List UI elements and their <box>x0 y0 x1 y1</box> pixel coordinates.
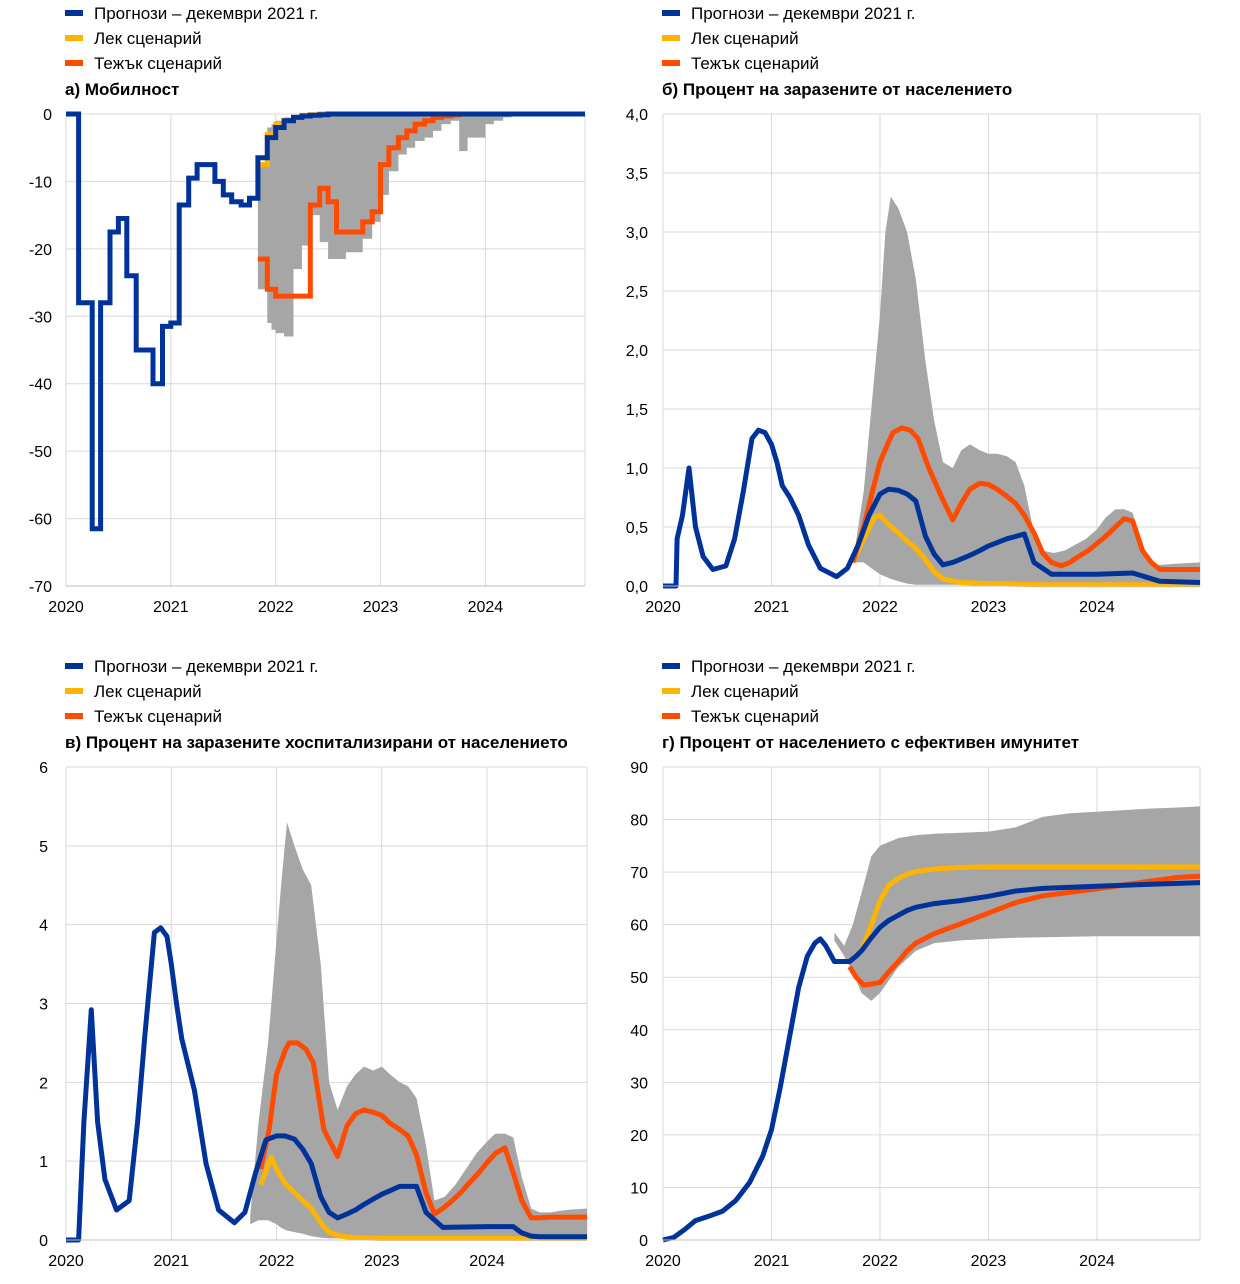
x-tick-label: 2021 <box>754 1253 790 1270</box>
y-tick-label: 3 <box>39 997 48 1014</box>
series-line-2 <box>258 1154 587 1241</box>
y-tick-label: 1 <box>39 1154 48 1171</box>
chart-panel-3: Прогнози – декември 2021 г. Лек сценарий Т… <box>39 657 588 1270</box>
chart-panel-2: Прогнози – декември 2021 г. Лек сценарий Т… <box>626 4 1201 616</box>
series-line-1 <box>662 880 1201 1243</box>
y-tick-label: -10 <box>29 174 52 191</box>
series-line-3 <box>258 1040 587 1221</box>
legend-swatch-3 <box>662 60 680 66</box>
legend-label-1: Прогнози – декември 2021 г. <box>94 4 318 23</box>
x-tick-label: 2024 <box>1079 1253 1115 1270</box>
x-tick-label: 2022 <box>862 599 898 616</box>
y-tick-label: 60 <box>630 918 648 935</box>
y-tick-label: -60 <box>29 512 52 529</box>
y-tick-label: 40 <box>630 1023 648 1040</box>
legend-label-3: Тежък сценарий <box>94 54 222 73</box>
chart-title: а) Мобилност <box>65 80 179 99</box>
series-line-2 <box>850 512 1200 588</box>
series-line-1 <box>66 925 587 1243</box>
legend-swatch-2 <box>65 35 83 41</box>
y-tick-label: 0,5 <box>626 520 648 537</box>
legend-swatch-3 <box>65 60 83 66</box>
legend-label-3: Тежък сценарий <box>691 707 819 726</box>
x-tick-label: 2020 <box>48 1253 84 1270</box>
y-tick-label: 3,5 <box>626 166 648 183</box>
x-tick-label: 2021 <box>754 599 790 616</box>
x-tick-label: 2024 <box>1079 599 1115 616</box>
y-tick-label: 10 <box>630 1180 648 1197</box>
y-tick-label: -20 <box>29 242 52 259</box>
y-tick-label: 5 <box>39 839 48 856</box>
x-tick-label: 2022 <box>862 1253 898 1270</box>
legend-swatch-3 <box>65 713 83 719</box>
x-tick-label: 2022 <box>259 1253 295 1270</box>
y-tick-label: -30 <box>29 309 52 326</box>
series-line-3 <box>257 111 585 299</box>
x-tick-label: 2023 <box>971 1253 1007 1270</box>
x-tick-label: 2023 <box>364 1253 400 1270</box>
uncertainty-band <box>250 822 587 1239</box>
chart-panel-1: Прогнози – декември 2021 г. Лек сценарий Т… <box>29 4 586 616</box>
legend-swatch-1 <box>65 663 83 669</box>
legend-label-3: Тежък сценарий <box>691 54 819 73</box>
y-tick-label: 0 <box>39 1233 48 1250</box>
y-tick-label: 2 <box>39 1075 48 1092</box>
legend-label-2: Лек сценарий <box>691 682 799 701</box>
x-tick-label: 2024 <box>469 1253 505 1270</box>
y-tick-label: 70 <box>630 865 648 882</box>
legend-label-2: Лек сценарий <box>94 682 202 701</box>
y-tick-label: 6 <box>39 760 48 777</box>
x-tick-label: 2023 <box>971 599 1007 616</box>
y-tick-label: 50 <box>630 970 648 987</box>
series-line-3 <box>850 425 1200 572</box>
y-tick-label: -50 <box>29 444 52 461</box>
y-tick-label: 20 <box>630 1128 648 1145</box>
x-tick-label: 2023 <box>363 599 399 616</box>
legend-swatch-1 <box>65 10 83 16</box>
y-tick-label: 90 <box>630 760 648 777</box>
legend-label-1: Прогнози – декември 2021 г. <box>691 4 915 23</box>
legend-swatch-1 <box>662 663 680 669</box>
legend-label-3: Тежък сценарий <box>94 707 222 726</box>
y-tick-label: 1,0 <box>626 461 648 478</box>
chart-title: г) Процент от населението с ефективен им… <box>662 733 1079 752</box>
x-tick-label: 2022 <box>258 599 294 616</box>
y-tick-label: 1,5 <box>626 402 648 419</box>
series-line-2 <box>854 864 1200 958</box>
chart-title: в) Процент на заразените хоспитализирани… <box>65 733 568 752</box>
y-tick-label: -70 <box>29 579 52 596</box>
y-tick-label: 80 <box>630 813 648 830</box>
x-tick-label: 2020 <box>645 1253 681 1270</box>
y-tick-label: 0 <box>43 107 52 124</box>
y-tick-label: 2,5 <box>626 284 648 301</box>
y-tick-label: 2,0 <box>626 343 648 360</box>
legend-label-1: Прогнози – декември 2021 г. <box>691 657 915 676</box>
y-tick-label: 3,0 <box>626 225 648 242</box>
y-tick-label: 30 <box>630 1075 648 1092</box>
x-tick-label: 2020 <box>645 599 681 616</box>
x-tick-label: 2024 <box>468 599 504 616</box>
legend-swatch-2 <box>662 35 680 41</box>
legend-swatch-3 <box>662 713 680 719</box>
chart-title: б) Процент на заразените от населението <box>662 80 1012 99</box>
legend-swatch-2 <box>662 688 680 694</box>
legend-swatch-1 <box>662 10 680 16</box>
series-line-1 <box>663 427 1201 589</box>
x-tick-label: 2021 <box>153 599 189 616</box>
y-tick-label: 0,0 <box>626 579 648 596</box>
y-tick-label: 4,0 <box>626 107 648 124</box>
legend-label-2: Лек сценарий <box>94 29 202 48</box>
legend-label-1: Прогнози – декември 2021 г. <box>94 657 318 676</box>
legend-swatch-2 <box>65 688 83 694</box>
y-tick-label: 4 <box>39 918 48 935</box>
y-tick-label: 0 <box>639 1233 648 1250</box>
x-tick-label: 2021 <box>153 1253 189 1270</box>
legend-label-2: Лек сценарий <box>691 29 799 48</box>
x-tick-label: 2020 <box>48 599 84 616</box>
y-tick-label: -40 <box>29 377 52 394</box>
chart-panel-4: Прогнози – декември 2021 г. Лек сценарий Т… <box>630 657 1201 1270</box>
series-line-1 <box>66 111 585 532</box>
uncertainty-band <box>257 114 585 337</box>
